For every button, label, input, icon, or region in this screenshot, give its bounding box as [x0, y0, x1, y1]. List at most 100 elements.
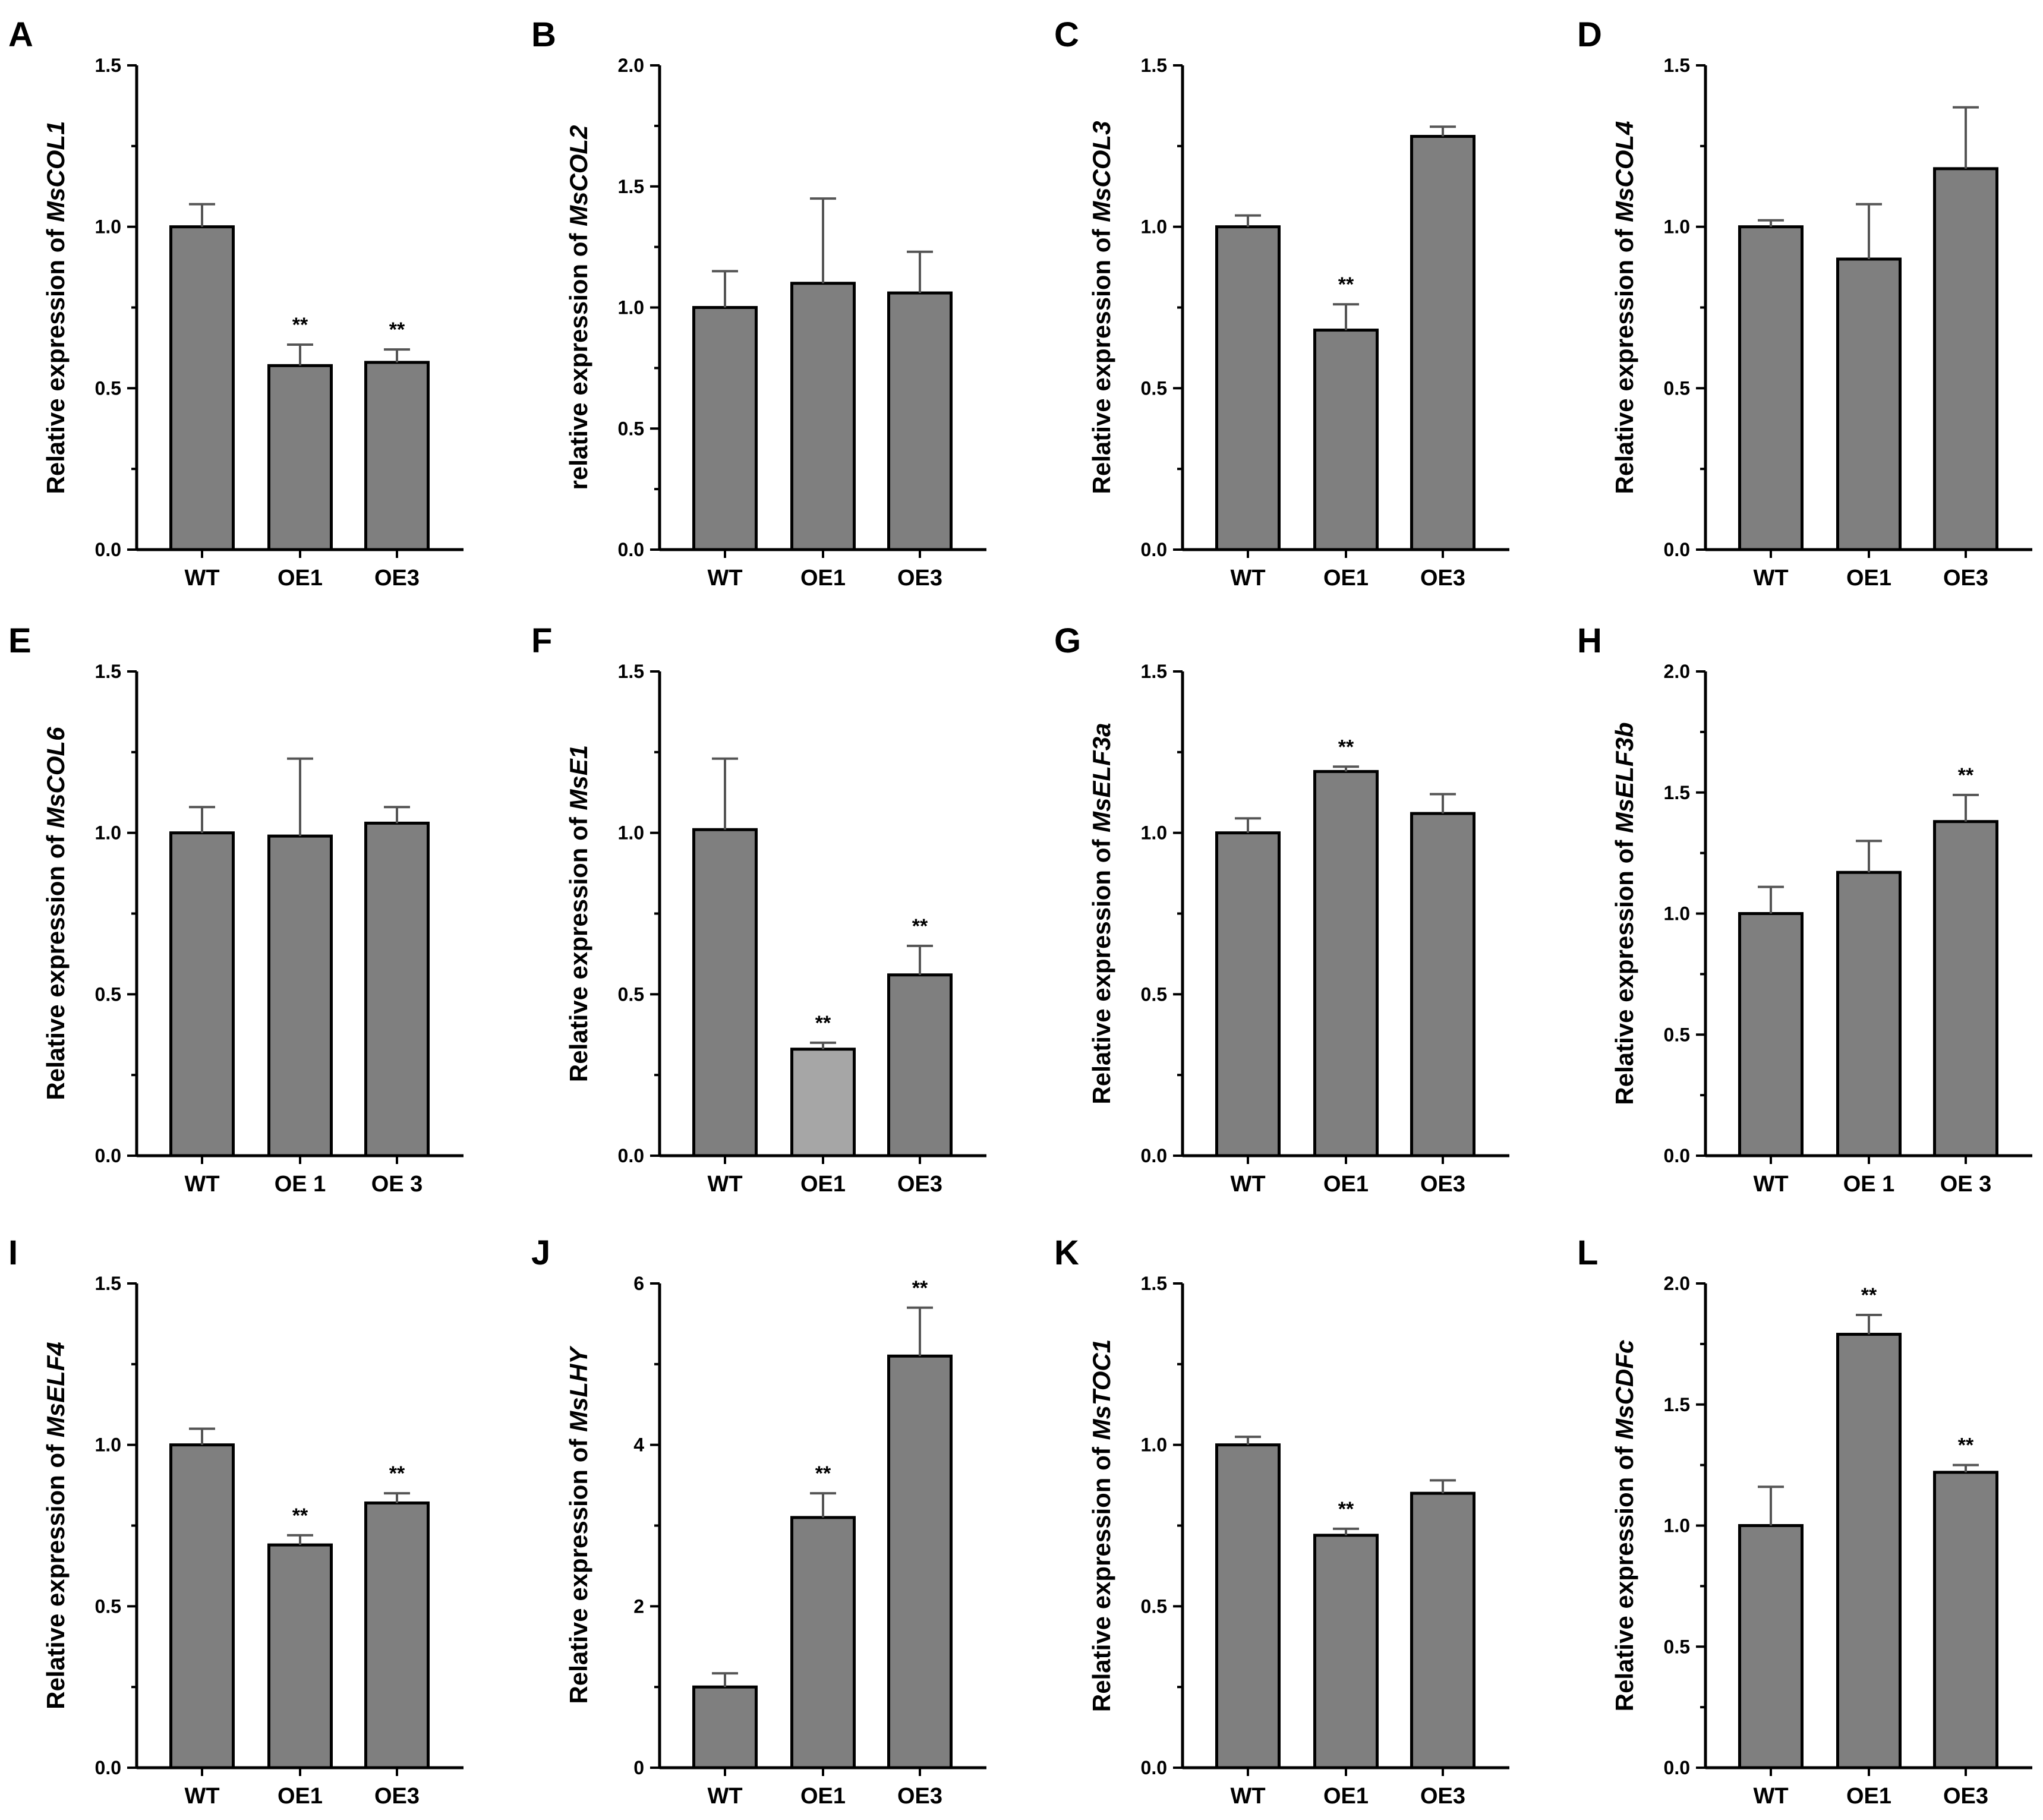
panel-l-letter: L: [1577, 1234, 1598, 1272]
panel-f: F 0.0 0.5 1.0 1.5 Relative expression of MsE1…: [531, 622, 986, 1197]
panel-c-letter: C: [1054, 15, 1079, 54]
panel-d-bar-2: [1933, 167, 1998, 551]
panel-h: H 0.0 0.5 1.0 1.5 2.0 Relative expression of M…: [1577, 622, 2032, 1197]
panel-k: K 0.0 0.5 1.0 1.5 Relative expression of MsTO…: [1054, 1234, 1509, 1809]
panel-a-ytick-label: 1.5: [95, 55, 121, 76]
panel-e: E 0.0 0.5 1.0 1.5 Relative expression of MsCO…: [8, 622, 464, 1197]
panel-i-bar-0: [169, 1443, 235, 1769]
panel-l-ytick-label: 0.5: [1664, 1636, 1690, 1657]
panel-a-category-1: OE1: [278, 566, 323, 591]
panel-g-category-0: WT: [1230, 1172, 1265, 1197]
panel-k-bar-1: [1313, 1534, 1379, 1769]
panel-j-ytick-label: 4: [633, 1434, 644, 1456]
panel-j-ytick-label: 6: [633, 1273, 644, 1294]
panel-f-significance-2: **: [912, 915, 928, 938]
panel-k-ytick-label: 0.5: [1141, 1595, 1167, 1617]
panel-j-significance-2: **: [912, 1277, 928, 1299]
panel-e-ytick-label: 1.5: [95, 661, 121, 682]
panel-h-bar-1: [1836, 870, 1902, 1157]
panel-b-ytick-label: 0.5: [618, 418, 644, 439]
panel-a-bar-2: [364, 361, 430, 551]
panel-j-category-2: OE3: [897, 1784, 942, 1809]
panel-l-bar-1: [1836, 1333, 1902, 1769]
panel-g-ytick-label: 0.5: [1141, 983, 1167, 1005]
panel-i-category-2: OE3: [374, 1784, 420, 1809]
panel-h-ytick-label: 1.5: [1664, 782, 1690, 803]
panel-k-significance-1: **: [1338, 1498, 1354, 1521]
panel-f-ylabel: Relative expression of MsE1: [565, 745, 592, 1082]
panel-c-ytick-label: 1.5: [1141, 55, 1167, 76]
panel-c-category-1: OE1: [1323, 566, 1369, 591]
panel-d-category-2: OE3: [1943, 566, 1988, 591]
panel-d-ytick-label: 0.5: [1664, 377, 1690, 399]
panel-b-letter: B: [531, 15, 556, 54]
panel-l-category-0: WT: [1753, 1784, 1788, 1809]
panel-a-ylabel: Relative expression of MsCOL1: [42, 121, 70, 494]
panel-g-bar-0: [1215, 831, 1281, 1157]
panel-a-ytick-label: 1.0: [95, 216, 121, 238]
panel-d-bar-1: [1836, 257, 1902, 551]
panel-f-ytick-label: 1.0: [618, 822, 644, 844]
panel-b-bar-2: [887, 291, 953, 551]
panel-d-letter: D: [1577, 15, 1602, 54]
panel-d: D 0.0 0.5 1.0 1.5 Relative expression of MsCO…: [1577, 15, 2032, 591]
panel-f-category-2: OE3: [897, 1172, 942, 1197]
panel-c-ytick-label: 0.0: [1141, 539, 1167, 560]
panel-c: C 0.0 0.5 1.0 1.5 Relative expression of MsCO…: [1054, 15, 1509, 591]
panel-a-category-0: WT: [184, 566, 219, 591]
panel-k-category-1: OE1: [1323, 1784, 1369, 1809]
panel-j-ytick-label: 0: [633, 1757, 644, 1778]
panel-j-category-1: OE1: [800, 1784, 846, 1809]
panel-g-ytick-label: 1.0: [1141, 822, 1167, 844]
panel-c-bar-0: [1215, 225, 1281, 551]
panel-h-significance-2: **: [1958, 764, 1974, 787]
panel-c-ytick-label: 1.0: [1141, 216, 1167, 238]
panel-i-ylabel: Relative expression of MsELF4: [42, 1342, 70, 1709]
panel-k-ytick-label: 1.0: [1141, 1434, 1167, 1456]
panel-l-significance-1: **: [1861, 1284, 1877, 1307]
panel-k-bar-0: [1215, 1443, 1281, 1769]
panel-b: B 0.0 0.5 1.0 1.5 2.0 relative expression of M…: [531, 15, 986, 591]
panel-g-category-2: OE3: [1420, 1172, 1465, 1197]
panel-f-category-0: WT: [707, 1172, 742, 1197]
panel-a: A 0.0 0.5 1.0 1.5 Relative expression of MsCO…: [8, 15, 464, 591]
panel-b-bar-0: [692, 306, 758, 551]
panel-f-ytick-label: 1.5: [618, 661, 644, 682]
panel-a-letter: A: [8, 15, 33, 54]
panel-f-letter: F: [531, 622, 552, 660]
panel-k-letter: K: [1054, 1234, 1079, 1272]
panel-i: I 0.0 0.5 1.0 1.5 Relative expression of MsEL…: [8, 1234, 464, 1809]
panel-g-letter: G: [1054, 622, 1081, 660]
panel-e-ytick-label: 0.5: [95, 983, 121, 1005]
panel-i-category-1: OE1: [278, 1784, 323, 1809]
panel-a-significance-1: **: [292, 314, 308, 336]
panel-a-category-2: OE3: [374, 566, 420, 591]
panel-a-bar-0: [169, 225, 235, 551]
panel-h-ytick-label: 0.0: [1664, 1145, 1690, 1166]
panel-j-bar-1: [790, 1516, 856, 1769]
panel-b-ytick-label: 0.0: [618, 539, 644, 560]
panel-g-category-1: OE1: [1323, 1172, 1369, 1197]
panel-l-category-1: OE1: [1846, 1784, 1891, 1809]
panel-d-ytick-label: 1.5: [1664, 55, 1690, 76]
panel-c-significance-1: **: [1338, 273, 1354, 296]
panel-h-category-2: OE 3: [1940, 1172, 1992, 1197]
panel-e-category-2: OE 3: [371, 1172, 423, 1197]
panel-f-ytick-label: 0.5: [618, 983, 644, 1005]
panel-f-significance-1: **: [815, 1012, 831, 1034]
panel-c-ylabel: Relative expression of MsCOL3: [1087, 121, 1115, 494]
panel-i-bar-1: [267, 1543, 333, 1769]
panel-i-significance-1: **: [292, 1504, 308, 1527]
panel-d-ylabel: Relative expression of MsCOL4: [1610, 121, 1638, 494]
panel-i-bar-2: [364, 1501, 430, 1769]
panel-j-bar-2: [887, 1354, 953, 1769]
panel-l-ytick-label: 1.0: [1664, 1515, 1690, 1537]
panel-k-bar-2: [1410, 1491, 1476, 1769]
panel-l-ylabel: Relative expression of MsCDFc: [1610, 1340, 1638, 1712]
panel-h-category-1: OE 1: [1843, 1172, 1895, 1197]
panel-e-ytick-label: 0.0: [95, 1145, 121, 1166]
panel-c-bar-2: [1410, 135, 1476, 551]
panel-e-bar-2: [364, 821, 430, 1157]
panel-h-letter: H: [1577, 622, 1602, 660]
